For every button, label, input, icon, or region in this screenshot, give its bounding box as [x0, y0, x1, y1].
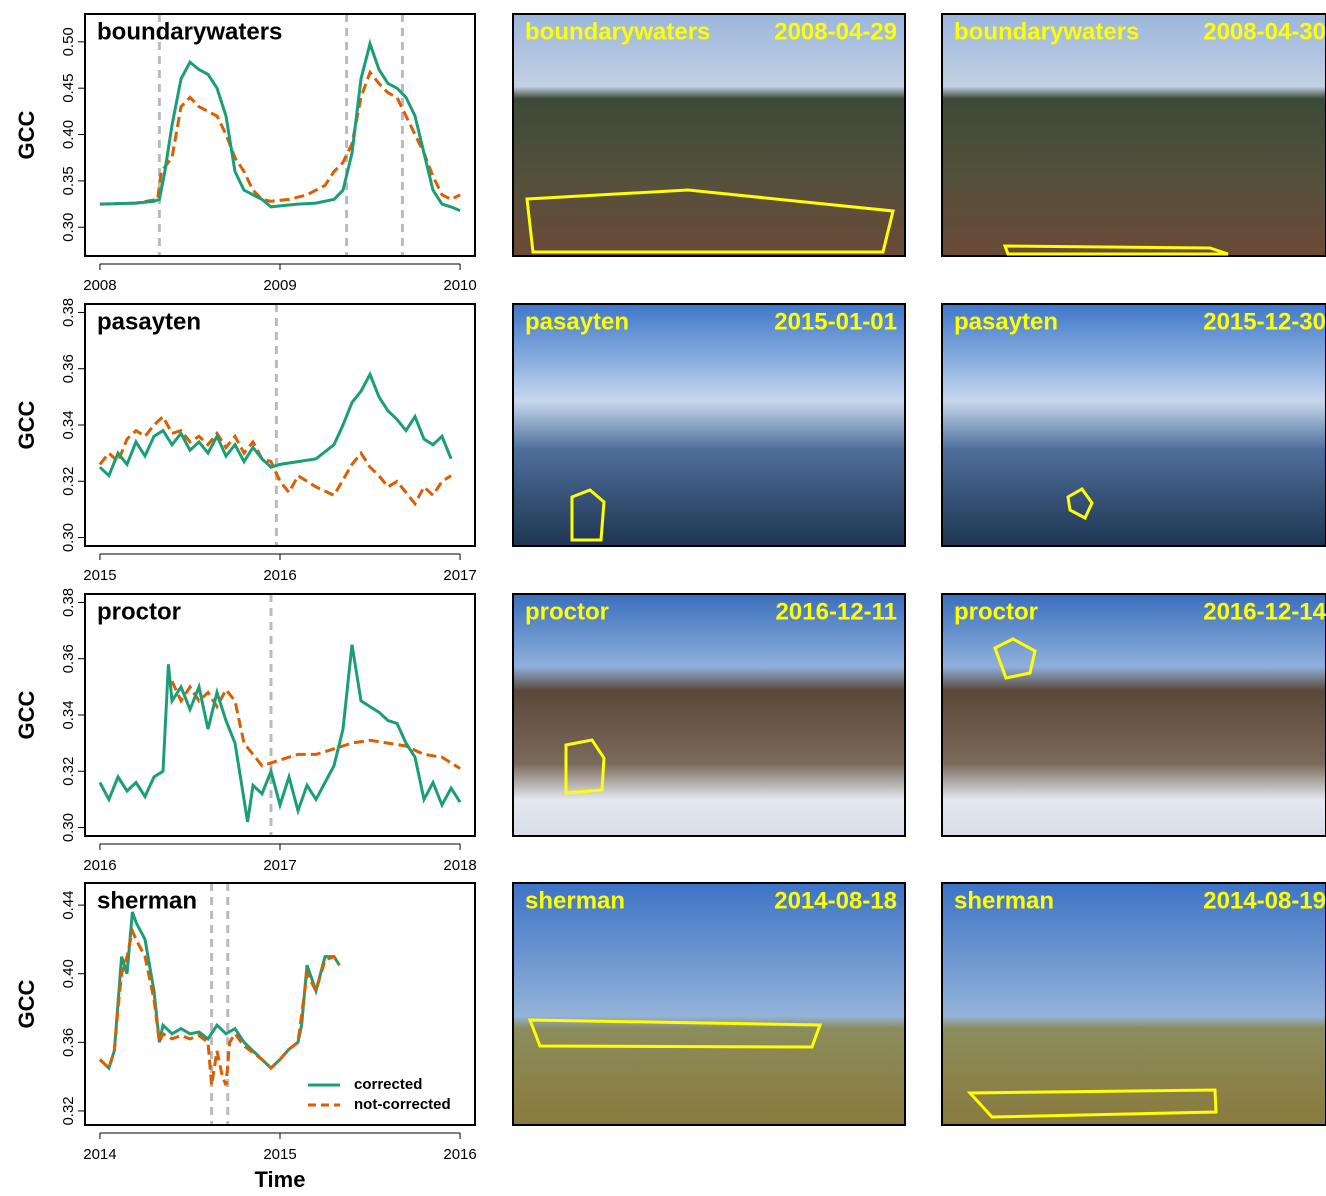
chart-title: proctor: [97, 598, 181, 625]
photo-date-label: 2016-12-11: [776, 598, 897, 625]
series-line: [100, 72, 460, 204]
chart-title: boundarywaters: [97, 18, 282, 45]
y-tick-label: 0.36: [60, 644, 77, 673]
photo-site-label: boundarywaters: [525, 18, 710, 45]
y-axis-label: GCC: [14, 690, 39, 739]
x-tick-label: 2018: [443, 857, 476, 874]
y-tick-label: 0.34: [60, 700, 77, 729]
y-axis-label: GCC: [14, 400, 39, 449]
y-tick-label: 0.38: [60, 298, 77, 327]
photo-date-label: 2014-08-19: [1203, 887, 1326, 914]
photo-date-label: 2016-12-14: [1203, 598, 1326, 625]
x-tick-label: 2016: [83, 857, 116, 874]
legend-label: not-corrected: [354, 1096, 451, 1113]
x-tick-label: 2010: [443, 277, 476, 294]
photo-date-label: 2008-04-29: [774, 18, 897, 45]
y-tick-label: 0.50: [60, 27, 77, 56]
legend-label: corrected: [354, 1076, 422, 1093]
series-line: [100, 931, 340, 1085]
camera-image: [942, 594, 1326, 836]
y-tick-label: 0.44: [60, 891, 77, 920]
camera-image: [942, 14, 1326, 256]
y-tick-label: 0.36: [60, 1028, 77, 1057]
y-tick-label: 0.32: [60, 467, 77, 496]
x-tick-label: 2008: [83, 277, 116, 294]
y-tick-label: 0.38: [60, 588, 77, 617]
y-tick-label: 0.35: [60, 166, 77, 195]
y-tick-label: 0.34: [60, 410, 77, 439]
photo-site-label: sherman: [525, 887, 625, 914]
y-tick-label: 0.30: [60, 523, 77, 552]
camera-image: [942, 883, 1326, 1125]
photo-site-label: boundarywaters: [954, 18, 1139, 45]
figure: 0.30 0.35 0.40 0.45 0.50 2008 2009 2010 GCC bound…: [0, 0, 1326, 1191]
series-line: [100, 44, 460, 211]
y-tick-label: 0.40: [60, 959, 77, 988]
camera-image: [513, 883, 905, 1125]
photo-date-label: 2014-08-18: [774, 887, 897, 914]
plot-frame: [85, 304, 475, 546]
x-tick-label: 2017: [263, 857, 296, 874]
x-tick-label: 2009: [263, 277, 296, 294]
photo-site-label: pasayten: [954, 308, 1058, 335]
x-tick-label: 2015: [83, 567, 116, 584]
y-tick-label: 0.32: [60, 1096, 77, 1125]
photo-date-label: 2008-04-30: [1203, 18, 1326, 45]
y-axis-label: GCC: [14, 110, 39, 159]
photo-site-label: proctor: [525, 598, 609, 625]
camera-image: [513, 594, 905, 836]
y-tick-label: 0.32: [60, 757, 77, 786]
photo-date-label: 2015-01-01: [774, 308, 897, 335]
y-tick-label: 0.45: [60, 74, 77, 103]
x-axis-label: Time: [255, 1167, 306, 1191]
photo-site-label: sherman: [954, 887, 1054, 914]
y-tick-label: 0.36: [60, 354, 77, 383]
x-tick-label: 2015: [263, 1146, 296, 1163]
chart-title: pasayten: [97, 308, 201, 335]
x-tick-label: 2016: [263, 567, 296, 584]
plot-frame: [85, 14, 475, 256]
x-tick-label: 2016: [443, 1146, 476, 1163]
series-line: [100, 645, 460, 822]
camera-image: [942, 304, 1326, 546]
photo-site-label: proctor: [954, 598, 1038, 625]
camera-image: [513, 14, 905, 256]
y-axis-label: GCC: [14, 979, 39, 1028]
y-tick-label: 0.40: [60, 120, 77, 149]
x-tick-label: 2017: [443, 567, 476, 584]
photo-date-label: 2015-12-30: [1203, 308, 1326, 335]
y-tick-label: 0.30: [60, 213, 77, 242]
x-tick-label: 2014: [83, 1146, 116, 1163]
y-tick-label: 0.30: [60, 813, 77, 842]
chart-title: sherman: [97, 887, 197, 914]
photo-site-label: pasayten: [525, 308, 629, 335]
